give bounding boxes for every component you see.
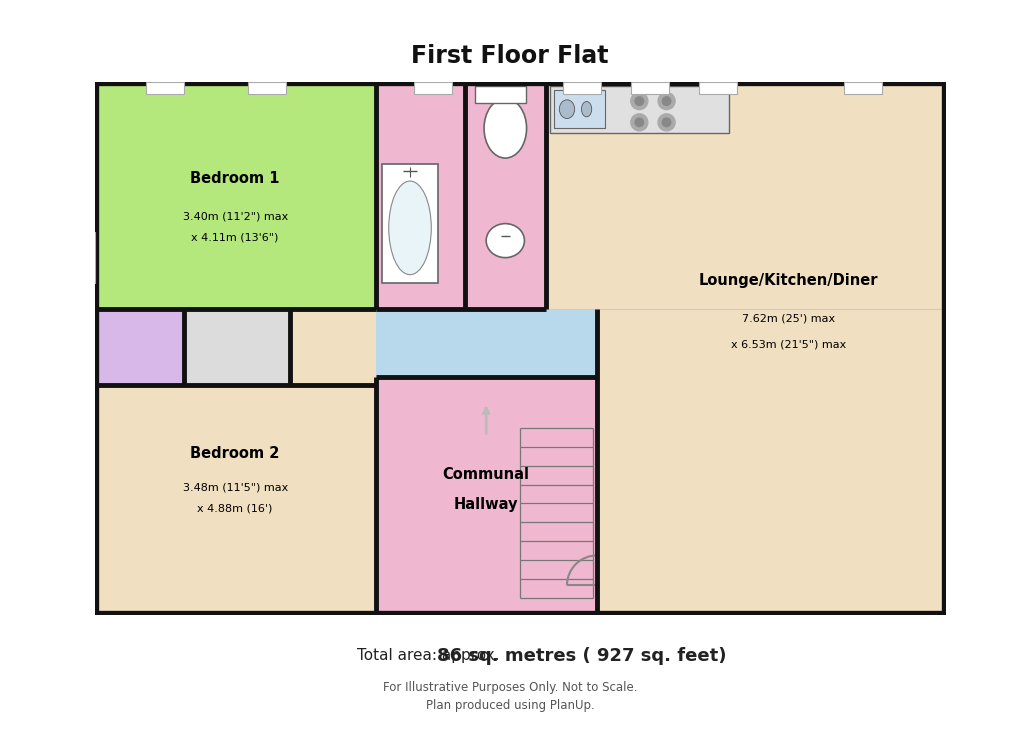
Text: Communal: Communal (442, 467, 529, 482)
Text: Bedroom 2: Bedroom 2 (191, 446, 279, 461)
Circle shape (635, 97, 643, 105)
Bar (553, 90, 604, 128)
Bar (382, 164, 437, 283)
Bar (465, 82, 545, 309)
Bar (281, 615, 384, 666)
Text: 3.40m (11'2") max: 3.40m (11'2") max (182, 211, 287, 222)
Text: Bedroom 1: Bedroom 1 (191, 170, 279, 185)
Text: x 6.53m (21'5") max: x 6.53m (21'5") max (730, 339, 845, 349)
Bar (95, 82, 375, 309)
Text: x 4.11m (13'6"): x 4.11m (13'6") (192, 233, 278, 242)
Bar (375, 309, 596, 376)
Bar (375, 82, 465, 309)
Bar (475, 86, 526, 103)
Bar (183, 309, 290, 385)
Bar (414, 82, 451, 94)
Text: Hallway: Hallway (453, 497, 518, 512)
Bar (698, 82, 737, 94)
Bar (146, 82, 183, 94)
Circle shape (657, 114, 675, 131)
Circle shape (630, 114, 647, 131)
Ellipse shape (486, 224, 524, 258)
Text: 86 sq. metres ( 927 sq. feet): 86 sq. metres ( 927 sq. feet) (436, 647, 726, 665)
Text: Total area: approx.: Total area: approx. (357, 648, 499, 663)
Text: Plan produced using PlanUp.: Plan produced using PlanUp. (425, 699, 594, 712)
Circle shape (635, 118, 643, 127)
Bar (375, 376, 596, 615)
Circle shape (657, 93, 675, 110)
Ellipse shape (581, 102, 591, 117)
Ellipse shape (388, 181, 431, 275)
Bar (82, 232, 95, 283)
Text: x 4.88m (16'): x 4.88m (16') (198, 504, 272, 514)
Text: 3.48m (11'5") max: 3.48m (11'5") max (182, 482, 287, 492)
Circle shape (630, 93, 647, 110)
Bar (248, 82, 286, 94)
Circle shape (661, 118, 671, 127)
Ellipse shape (558, 100, 574, 119)
Bar (630, 82, 668, 94)
Text: First Floor Flat: First Floor Flat (411, 44, 608, 68)
Ellipse shape (484, 99, 526, 158)
Text: For Illustrative Purposes Only. Not to Scale.: For Illustrative Purposes Only. Not to S… (382, 681, 637, 694)
Bar (562, 82, 600, 94)
Text: Lounge/Kitchen/Diner: Lounge/Kitchen/Diner (698, 273, 877, 288)
Bar (843, 82, 881, 94)
Bar (95, 309, 183, 385)
Bar (549, 86, 728, 133)
Text: 7.62m (25') max: 7.62m (25') max (741, 313, 834, 324)
Circle shape (661, 97, 671, 105)
